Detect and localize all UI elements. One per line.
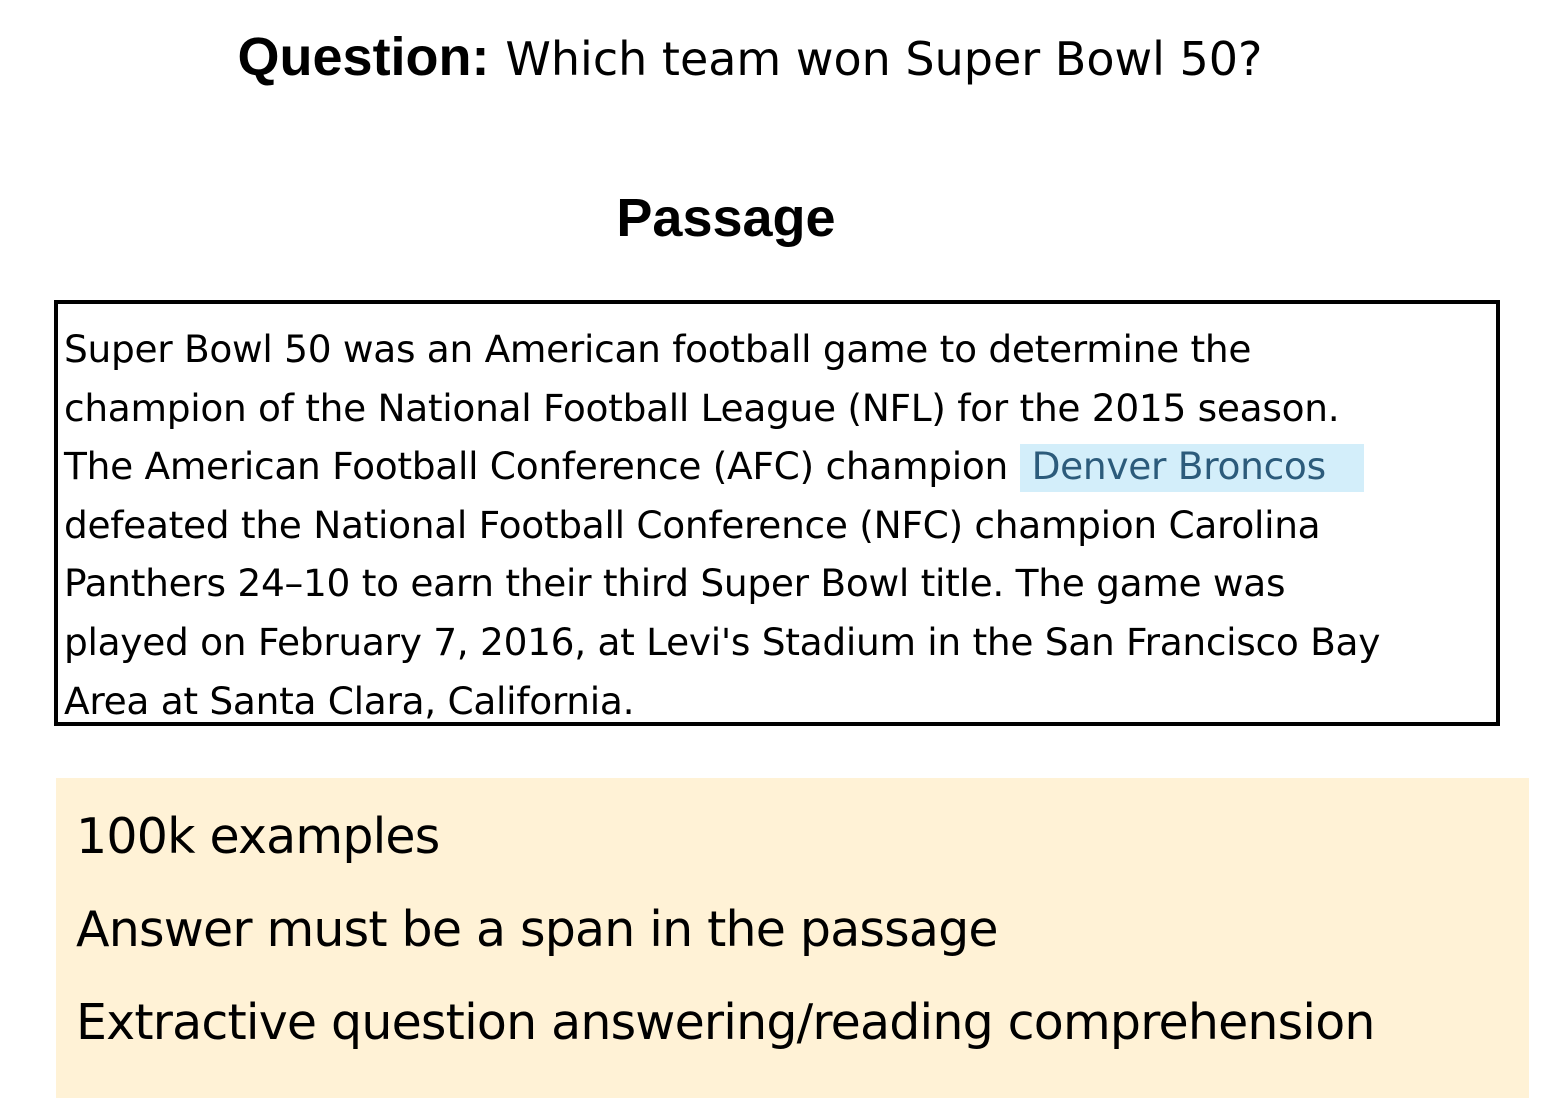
question-line: Question: Which team won Super Bowl 50? [0, 26, 1500, 90]
summary-item: Extractive question answering/reading co… [76, 994, 1375, 1051]
passage-heading: Passage [616, 188, 836, 248]
passage-line: Panthers 24–10 to earn their third Super… [64, 561, 1286, 606]
passage-line: The American Football Conference (AFC) c… [64, 437, 1490, 496]
passage-line: Super Bowl 50 was an American football g… [64, 327, 1252, 371]
passage-line: Area at Santa Clara, California. [64, 678, 635, 723]
passage-line: defeated the National Football Conferenc… [64, 502, 1321, 547]
passage-text: Super Bowl 50 was an American football g… [64, 320, 1490, 730]
summary-item: 100k examples [76, 808, 440, 865]
passage-line: champion of the National Football League… [64, 385, 1340, 430]
answer-highlight: Denver Broncos [1019, 444, 1364, 493]
passage-line-text: The American Football Conference (AFC) c… [64, 444, 1008, 489]
summary-item: Answer must be a span in the passage [76, 901, 999, 958]
passage-box: Super Bowl 50 was an American football g… [54, 300, 1500, 726]
question-label: Question: [237, 27, 490, 87]
question-text: Which team won Super Bowl 50? [505, 32, 1263, 86]
summary-box: 100k examples Answer must be a span in t… [56, 778, 1529, 1098]
passage-line: played on February 7, 2016, at Levi's St… [64, 619, 1381, 664]
